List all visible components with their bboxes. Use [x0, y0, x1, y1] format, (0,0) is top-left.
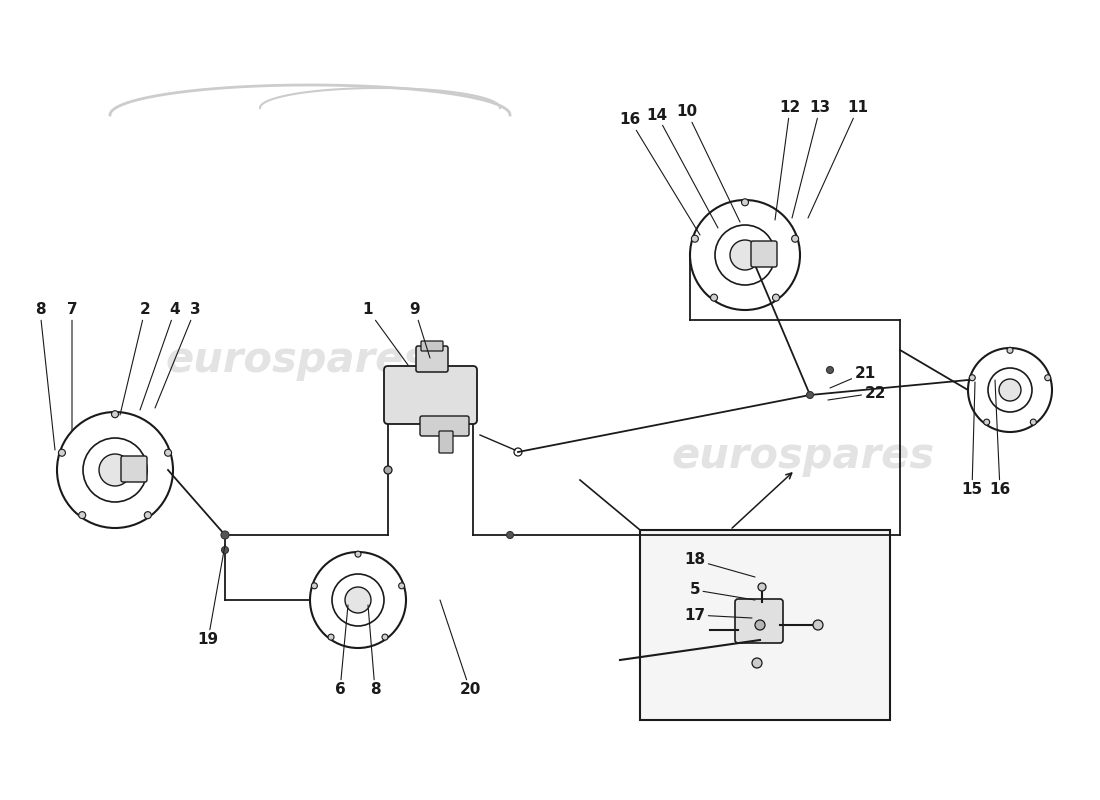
- Circle shape: [398, 583, 405, 589]
- Text: 19: 19: [197, 545, 226, 647]
- Circle shape: [755, 620, 764, 630]
- FancyBboxPatch shape: [420, 416, 469, 436]
- Circle shape: [328, 634, 334, 640]
- Circle shape: [826, 366, 834, 374]
- Circle shape: [806, 391, 814, 398]
- FancyBboxPatch shape: [751, 241, 777, 267]
- Circle shape: [165, 450, 172, 456]
- FancyBboxPatch shape: [416, 346, 448, 372]
- Text: eurospares: eurospares: [671, 435, 935, 477]
- Text: 3: 3: [155, 302, 200, 408]
- Text: 13: 13: [792, 101, 830, 218]
- Circle shape: [58, 450, 65, 456]
- Circle shape: [345, 587, 371, 613]
- Text: 10: 10: [676, 105, 740, 222]
- Text: 14: 14: [647, 107, 718, 228]
- Circle shape: [730, 240, 760, 270]
- Circle shape: [99, 454, 131, 486]
- Text: 20: 20: [440, 600, 481, 698]
- Bar: [640, 530, 890, 720]
- FancyBboxPatch shape: [439, 431, 453, 453]
- Text: 21: 21: [830, 366, 876, 388]
- Circle shape: [506, 531, 514, 538]
- Circle shape: [792, 235, 799, 242]
- Circle shape: [983, 419, 990, 425]
- Circle shape: [711, 294, 717, 301]
- Text: 7: 7: [67, 302, 77, 430]
- Text: 8: 8: [368, 605, 381, 698]
- Circle shape: [111, 410, 119, 418]
- Text: 8: 8: [35, 302, 55, 450]
- Circle shape: [692, 235, 698, 242]
- FancyBboxPatch shape: [421, 341, 443, 351]
- Text: 6: 6: [334, 605, 348, 698]
- Text: 2: 2: [120, 302, 151, 415]
- Text: 17: 17: [684, 607, 752, 622]
- Circle shape: [79, 512, 86, 518]
- Text: 5: 5: [690, 582, 755, 600]
- Circle shape: [969, 374, 976, 381]
- Circle shape: [382, 634, 388, 640]
- Circle shape: [144, 512, 152, 518]
- Text: 15: 15: [961, 382, 982, 498]
- Text: 9: 9: [409, 302, 430, 358]
- Circle shape: [999, 379, 1021, 401]
- Text: 16: 16: [619, 113, 700, 235]
- Circle shape: [1031, 419, 1036, 425]
- Circle shape: [355, 551, 361, 557]
- Text: 12: 12: [776, 101, 801, 220]
- FancyBboxPatch shape: [735, 599, 783, 643]
- Text: 1: 1: [363, 302, 408, 365]
- Circle shape: [813, 620, 823, 630]
- Text: 16: 16: [989, 380, 1011, 498]
- Circle shape: [384, 466, 392, 474]
- Circle shape: [752, 658, 762, 668]
- Circle shape: [1006, 347, 1013, 354]
- Circle shape: [311, 583, 318, 589]
- Circle shape: [758, 583, 766, 591]
- Text: 22: 22: [828, 386, 886, 401]
- FancyBboxPatch shape: [121, 456, 147, 482]
- Circle shape: [1045, 374, 1050, 381]
- Text: 18: 18: [684, 553, 755, 577]
- Text: 11: 11: [808, 101, 869, 218]
- Circle shape: [221, 546, 229, 554]
- Text: 4: 4: [140, 302, 180, 410]
- Text: eurospares: eurospares: [165, 339, 429, 381]
- Circle shape: [772, 294, 780, 301]
- FancyBboxPatch shape: [384, 366, 477, 424]
- Circle shape: [221, 531, 229, 539]
- Circle shape: [741, 198, 748, 206]
